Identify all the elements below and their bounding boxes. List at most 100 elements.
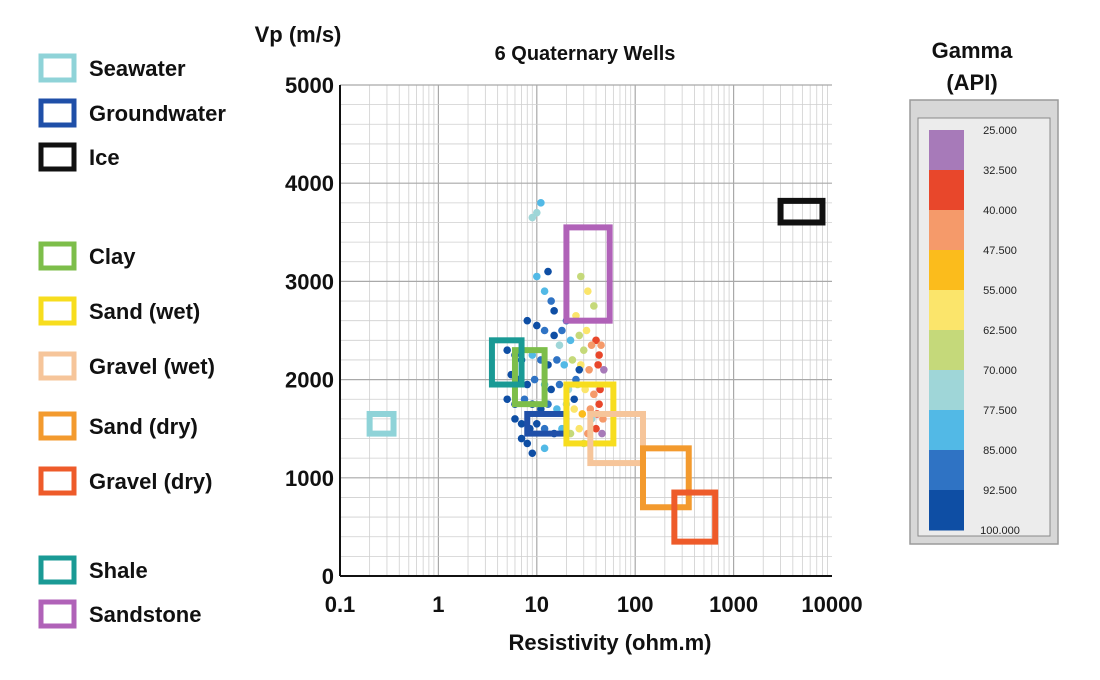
data-point [528,449,537,458]
colorbar-tick-label: 77.500 [983,405,1017,417]
x-tick-label: 10000 [801,592,862,617]
legend-swatch [38,351,77,381]
zone-seawater [366,410,397,437]
x-tick-label: 10 [525,592,549,617]
legend: Seawater Groundwater Ice Clay Sand (wet) Grav… [38,53,226,629]
y-tick-label: 4000 [285,171,334,196]
legend-item: Sand (wet) [38,296,200,326]
data-point [517,434,526,443]
data-point [575,424,584,433]
data-point [596,385,604,394]
legend-swatch [38,599,77,629]
x-tick-label: 0.1 [325,592,356,617]
data-point [584,287,592,296]
data-point [537,405,545,413]
data-point [540,326,549,335]
legend-label: Clay [89,244,136,269]
legend-swatch [38,53,77,83]
data-point [555,380,564,389]
legend-swatch [38,98,77,128]
colorbar-swatch [929,130,964,171]
data-point [553,405,561,413]
data-point [547,297,555,305]
data-point [570,395,579,404]
data-point [553,356,561,364]
legend-item: Ice [38,142,120,172]
data-point [540,424,549,433]
data-point [547,385,555,394]
zone-sand-dry [639,445,692,511]
data-point [592,424,600,433]
y-axis-label: Vp (m/s) [255,22,342,47]
data-point [528,351,537,359]
colorbar-swatch [929,290,964,331]
y-tick-label: 1000 [285,466,334,491]
data-point [537,199,545,207]
zone-gravel-wet [587,410,646,467]
data-point [533,419,541,428]
data-point [599,415,607,423]
legend-item: Seawater [38,53,186,83]
legend-item: Sandstone [38,599,201,629]
legend-label: Gravel (dry) [89,469,213,494]
colorbar-tick-label: 40.000 [983,205,1017,217]
data-point [575,365,584,374]
data-point [566,336,575,345]
legend-item: Shale [38,555,148,585]
legend-label: Sandstone [89,602,201,627]
legend-item: Groundwater [38,98,226,128]
colorbar: Gamma (API) 25.000 32.500 40.000 47.500 55.0… [909,38,1059,545]
zone-shale [488,337,525,388]
data-point [550,307,558,315]
colorbar-tick-label: 100.000 [980,525,1020,537]
colorbar-swatch [929,410,964,451]
data-point [560,361,569,369]
y-tick-label: 5000 [285,73,334,98]
data-point [590,390,598,399]
data-point [523,316,532,325]
data-point [533,208,541,217]
data-point [575,331,584,340]
legend-label: Sand (wet) [89,299,200,324]
legend-swatch [38,241,77,271]
colorbar-swatch [929,370,964,411]
data-point [587,341,596,350]
data-point [523,439,532,448]
colorbar-swatch [929,250,964,291]
data-point [503,395,511,404]
data-point [590,302,598,310]
plot-area: 0.1 1 10 100 1000 10000 0 1000 2000 3000 4000 5000 [285,73,863,617]
data-point [568,356,577,364]
data-point [517,419,526,428]
colorbar-tick-label: 55.000 [983,285,1017,297]
colorbar-tick-label: 92.500 [983,485,1017,497]
data-point [533,272,541,281]
data-point [595,351,603,359]
colorbar-swatch [929,330,964,371]
x-tick-label: 1000 [709,592,758,617]
data-point [592,336,600,345]
data-point [581,385,589,394]
legend-label: Ice [89,145,120,170]
legend-item: Gravel (wet) [38,351,215,381]
colorbar-swatch [929,450,964,491]
colorbar-tick-label: 32.500 [983,165,1017,177]
data-point [503,346,511,354]
y-tick-label: 2000 [285,368,334,393]
colorbar-swatch [929,490,964,531]
data-point [544,267,552,276]
y-tick-label: 0 [322,564,334,589]
legend-label: Shale [89,558,148,583]
data-point [520,395,529,404]
data-point [579,346,588,354]
y-tick-label: 3000 [285,269,334,294]
x-tick-label: 100 [617,592,654,617]
legend-label: Sand (dry) [89,414,198,439]
x-axis-label: Resistivity (ohm.m) [509,630,712,655]
colorbar-swatch [929,170,964,211]
data-point [523,380,532,389]
data-point [578,410,587,418]
data-point [572,375,580,384]
colorbar-tick-label: 47.500 [983,245,1017,257]
